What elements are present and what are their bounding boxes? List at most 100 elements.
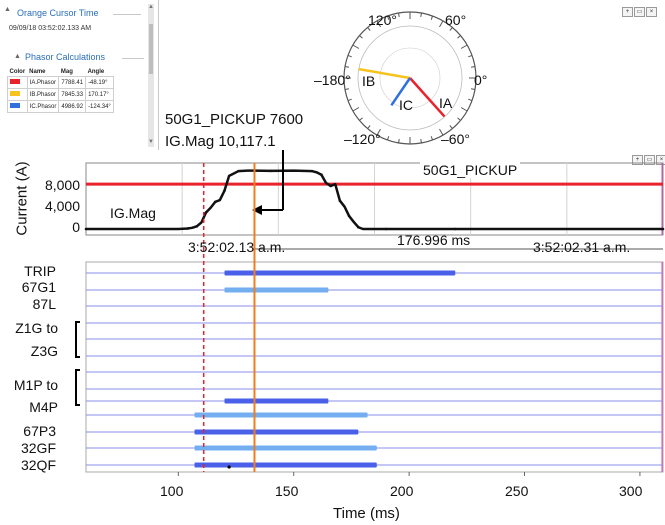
channel-label-m1p: M1P to <box>13 377 58 393</box>
dial-tick <box>460 44 468 49</box>
x-tick-250: 250 <box>505 483 529 499</box>
dial-tick <box>344 66 350 68</box>
header-angle[interactable]: Angle <box>87 69 105 75</box>
ig-mag-point <box>453 227 457 231</box>
dial-tick <box>398 138 400 144</box>
series-label-ig-mag: IG.Mag <box>108 205 158 221</box>
color-swatch-cell <box>7 88 28 101</box>
side-panel: ▲ Orange Cursor Time 09/09/18 03:52:02.1… <box>0 0 159 150</box>
dial-tick <box>347 98 352 102</box>
delta-time-label: 176.996 ms <box>397 232 471 248</box>
phasor-vector-ib <box>358 67 411 80</box>
phasor-name: IC.Phasor <box>26 100 60 113</box>
restore-button[interactable]: ▭ <box>644 155 655 165</box>
dial-tick <box>430 136 434 141</box>
dial-tick <box>376 20 381 28</box>
channel-bar <box>224 398 329 404</box>
channel-label-m4p: M4P <box>29 399 58 415</box>
phasor-table-header: Color Name Mag Angle <box>8 68 114 77</box>
dial-tick <box>449 27 453 31</box>
restore-button[interactable]: ▭ <box>634 7 645 17</box>
scroll-down-icon[interactable]: ▼ <box>148 139 154 145</box>
dial-tick <box>457 35 461 39</box>
y-tick-8000: 8,000 <box>44 177 80 193</box>
ig-mag-point <box>195 225 199 228</box>
channel-bar <box>194 412 368 418</box>
ig-mag-point <box>310 169 314 173</box>
phasor-vectors <box>358 67 446 118</box>
dial-tick <box>430 15 434 20</box>
ig-mag-point <box>320 173 323 177</box>
ig-mag-point <box>237 169 240 173</box>
channel-label-trip: TRIP <box>24 263 56 279</box>
panel-scrollbar[interactable]: ▲ ▼ <box>148 4 154 147</box>
angle-label-60: 60° <box>445 12 467 28</box>
dial-tick <box>386 15 390 20</box>
add-button[interactable]: + <box>622 7 633 17</box>
ia-color-swatch <box>10 79 20 84</box>
current-chart <box>75 150 665 476</box>
ig-mag-point <box>661 227 665 231</box>
dial-tick <box>468 54 473 58</box>
ig-mag-point <box>347 214 351 218</box>
collapse-cursor-section-icon[interactable]: ▲ <box>4 6 11 13</box>
y-tick-4000: 4,000 <box>44 198 80 214</box>
dial-tick <box>398 12 400 18</box>
time-right-label: 3:52:02.31 a.m. <box>533 239 631 255</box>
ig-mag-point <box>213 200 217 204</box>
dial-tick <box>439 20 444 28</box>
angle-label-minus-180: –180° <box>314 72 351 88</box>
channel-label-67p3: 67P3 <box>23 423 56 439</box>
dial-tick <box>386 136 390 141</box>
pickup-annotation-line1: 50G1_PICKUP 7600 <box>165 111 304 128</box>
header-color[interactable]: Color <box>9 69 26 75</box>
table-row[interactable]: IC.Phasor 4986.92 -124.34° <box>7 100 114 113</box>
dial-tick <box>470 88 476 90</box>
dial-tick <box>449 125 453 129</box>
time-left-label: 3:52:02.13 a.m. <box>188 239 286 255</box>
ic-color-swatch <box>10 103 20 108</box>
add-button[interactable]: + <box>632 155 643 165</box>
ig-mag-point <box>357 225 360 229</box>
channel-bar <box>194 445 377 451</box>
phasor-angle: -124.34° <box>85 100 114 113</box>
table-row[interactable]: IA.Phasor 7788.41 -48.19° <box>7 76 114 89</box>
phasor-vector-ic <box>390 77 412 106</box>
ig-mag-point <box>269 169 272 173</box>
x-tick-150: 150 <box>275 483 299 499</box>
dial-tick <box>460 107 468 112</box>
phasor-angle: -48.19° <box>85 76 114 89</box>
angle-label-minus-120: –120° <box>344 131 381 147</box>
phasor-name: IA.Phasor <box>26 76 60 89</box>
header-name[interactable]: Name <box>29 69 46 75</box>
dial-tick <box>347 54 352 58</box>
ig-mag-point <box>384 227 388 231</box>
x-tick-300: 300 <box>619 483 643 499</box>
channel-group-bracket <box>75 321 80 358</box>
ig-mag-point <box>223 189 226 192</box>
collapse-phasor-section-icon[interactable]: ▲ <box>14 53 21 60</box>
channel-bar <box>194 462 377 468</box>
phasor-mag: 7845.33 <box>58 88 87 101</box>
phasor-angle: 170.17° <box>85 88 114 101</box>
close-button[interactable]: × <box>646 7 657 17</box>
channel-label-z1g: Z1G to <box>15 320 58 336</box>
ig-mag-point <box>84 227 88 231</box>
divider <box>122 58 144 59</box>
scroll-up-icon[interactable]: ▲ <box>148 4 154 10</box>
close-button[interactable]: × <box>656 155 665 165</box>
ib-color-swatch <box>10 91 20 96</box>
y-tick-0: 0 <box>72 219 80 235</box>
phasor-mag: 4986.92 <box>58 100 87 113</box>
dial-tick <box>457 117 461 121</box>
y-axis-label: Current (A) <box>13 161 31 236</box>
cursor-section-title: Orange Cursor Time <box>17 8 99 18</box>
channel-label-z3g: Z3G <box>30 343 58 359</box>
header-mag[interactable]: Mag <box>60 69 73 75</box>
table-row[interactable]: IB.Phasor 7845.33 170.17° <box>7 88 114 101</box>
phasor-label-ib: IB <box>362 73 376 89</box>
scrollbar-thumb[interactable] <box>149 24 153 74</box>
channel-bar <box>224 287 329 293</box>
dial-tick <box>439 128 444 136</box>
phasor-name: IB.Phasor <box>26 88 60 101</box>
